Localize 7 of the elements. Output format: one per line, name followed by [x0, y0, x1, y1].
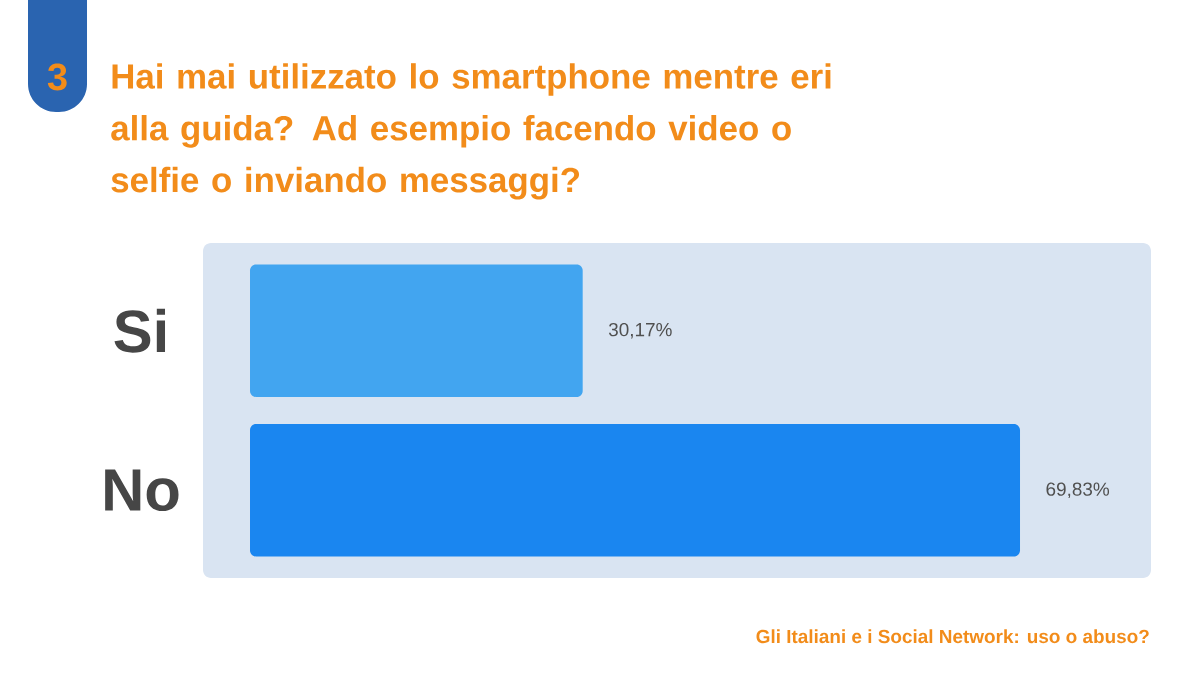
text: Gli Italiani e i Social Network: uso o abuso? — [756, 629, 1149, 644]
y-tick-label: Si — [114, 308, 166, 353]
data-label: 30,17% — [608, 322, 672, 339]
text: 3 — [47, 63, 67, 91]
data-label: 69,83% — [1046, 482, 1110, 499]
chart-title: Hai mai utilizzato lo smartphone mentre eri alla guida? Ad esempio facendo video o selfie o inviando messaggi? — [111, 63, 831, 200]
y-tick-label: No — [105, 469, 179, 512]
